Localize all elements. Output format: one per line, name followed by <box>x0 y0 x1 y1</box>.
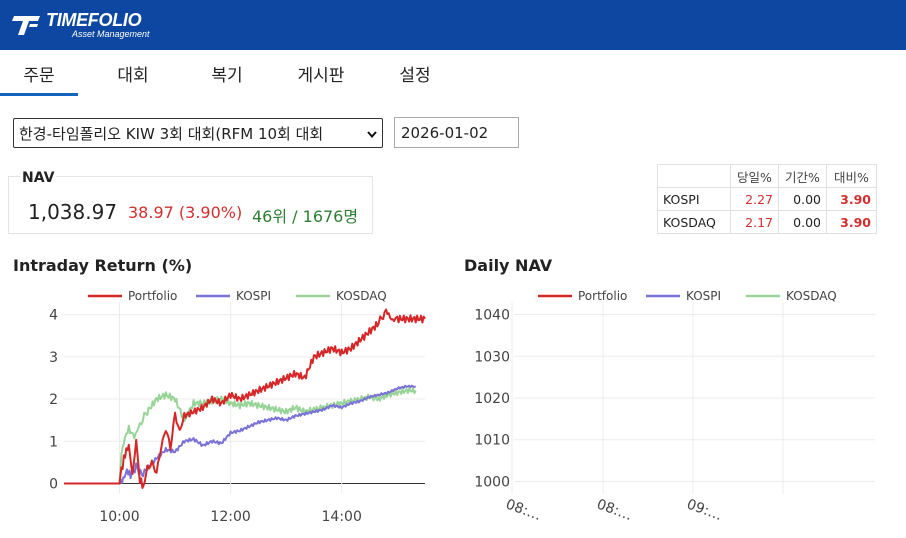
index-period: 0.00 <box>778 187 827 211</box>
tab-review[interactable]: 복기 <box>211 65 243 86</box>
y-tick-label: 3 <box>49 350 58 366</box>
date-input[interactable]: 2026-01-02 <box>394 117 519 148</box>
series-line-kospi <box>64 384 417 485</box>
table-header-period: 기간% <box>778 164 827 188</box>
index-name: KOSPI <box>657 187 731 211</box>
date-input-value: 2026-01-02 <box>401 123 489 142</box>
x-tick-label: 09:… <box>684 496 724 524</box>
x-tick-label: 10:00 <box>99 509 139 525</box>
table-header-blank <box>657 164 731 188</box>
legend-label: KOSDAQ <box>336 289 387 303</box>
timefolio-logo[interactable]: TIMEFOLIO Asset Management <box>12 8 150 42</box>
y-tick-label: 4 <box>49 308 58 324</box>
nav-change: 38.97 (3.90%) <box>128 203 243 222</box>
index-day: 2.17 <box>730 210 779 234</box>
top-header-bar: TIMEFOLIO Asset Management <box>0 0 906 50</box>
y-tick-label: 2 <box>49 392 58 408</box>
daily-nav-chart: Portfolio KOSPI KOSDAQ 1000 1010 1020 1030 1040… <box>474 289 875 524</box>
table-header-day: 당일% <box>730 164 779 188</box>
contest-select[interactable]: 한경-타임폴리오 KIW 3회 대회(RFM 10회 대회 <box>13 118 383 148</box>
y-tick-label: 0 <box>49 476 58 492</box>
legend-label: Portfolio <box>128 289 177 303</box>
y-tick-label: 1030 <box>474 349 510 365</box>
tab-settings[interactable]: 설정 <box>399 65 431 86</box>
nav-rank: 46위 / 1676명 <box>252 207 359 226</box>
nav-summary-card <box>8 176 373 234</box>
intraday-return-chart: Portfolio KOSPI KOSDAQ 0 1 2 3 4 10:00 12:00 14:00 <box>49 289 426 525</box>
x-tick-label: 14:00 <box>322 509 362 525</box>
index-diff: 3.90 <box>826 187 877 211</box>
x-tick-label: 12:00 <box>210 509 250 525</box>
table-row: KOSPI 2.27 0.00 3.90 <box>657 187 877 211</box>
contest-select-value: 한경-타임폴리오 KIW 3회 대회(RFM 10회 대회 <box>19 124 324 143</box>
table-row: KOSDAQ 2.17 0.00 3.90 <box>657 210 877 234</box>
legend-label: KOSPI <box>686 289 721 303</box>
table-header-row: 당일% 기간% 대비% <box>657 164 877 188</box>
tab-board[interactable]: 게시판 <box>297 65 345 86</box>
index-day: 2.27 <box>730 187 779 211</box>
tab-order[interactable]: 주문 <box>0 50 78 96</box>
logo-sub-text: Asset Management <box>72 29 150 39</box>
x-tick-label: 08:… <box>503 496 543 524</box>
y-tick-label: 1 <box>49 434 58 450</box>
logo-mark-icon <box>12 13 42 37</box>
index-comparison-table: 당일% 기간% 대비% KOSPI 2.27 0.00 3.90 KOSDAQ … <box>657 164 877 234</box>
y-tick-label: 1040 <box>474 308 510 324</box>
y-tick-label: 1000 <box>474 474 510 490</box>
index-name: KOSDAQ <box>657 210 731 234</box>
table-header-diff: 대비% <box>826 164 877 188</box>
intraday-chart-title: Intraday Return (%) <box>13 256 193 275</box>
y-tick-label: 1010 <box>474 433 510 449</box>
y-tick-label: 1020 <box>474 391 510 407</box>
index-period: 0.00 <box>778 210 827 234</box>
chevron-down-icon <box>366 126 378 139</box>
main-tabs: 주문 대회 복기 게시판 설정 <box>0 50 906 96</box>
nav-label: NAV <box>20 170 57 186</box>
logo-main-text: TIMEFOLIO <box>46 10 142 30</box>
legend-label: KOSPI <box>236 289 271 303</box>
series-line-portfolio <box>64 308 426 489</box>
legend-label: KOSDAQ <box>786 289 837 303</box>
series-line-kosdaq <box>64 387 417 485</box>
legend-label: Portfolio <box>578 289 627 303</box>
daily-nav-chart-title: Daily NAV <box>464 256 553 275</box>
nav-value: 1,038.97 <box>28 200 118 224</box>
x-tick-label: 08:… <box>594 496 634 524</box>
tab-contest[interactable]: 대회 <box>117 65 149 86</box>
index-diff: 3.90 <box>826 210 877 234</box>
